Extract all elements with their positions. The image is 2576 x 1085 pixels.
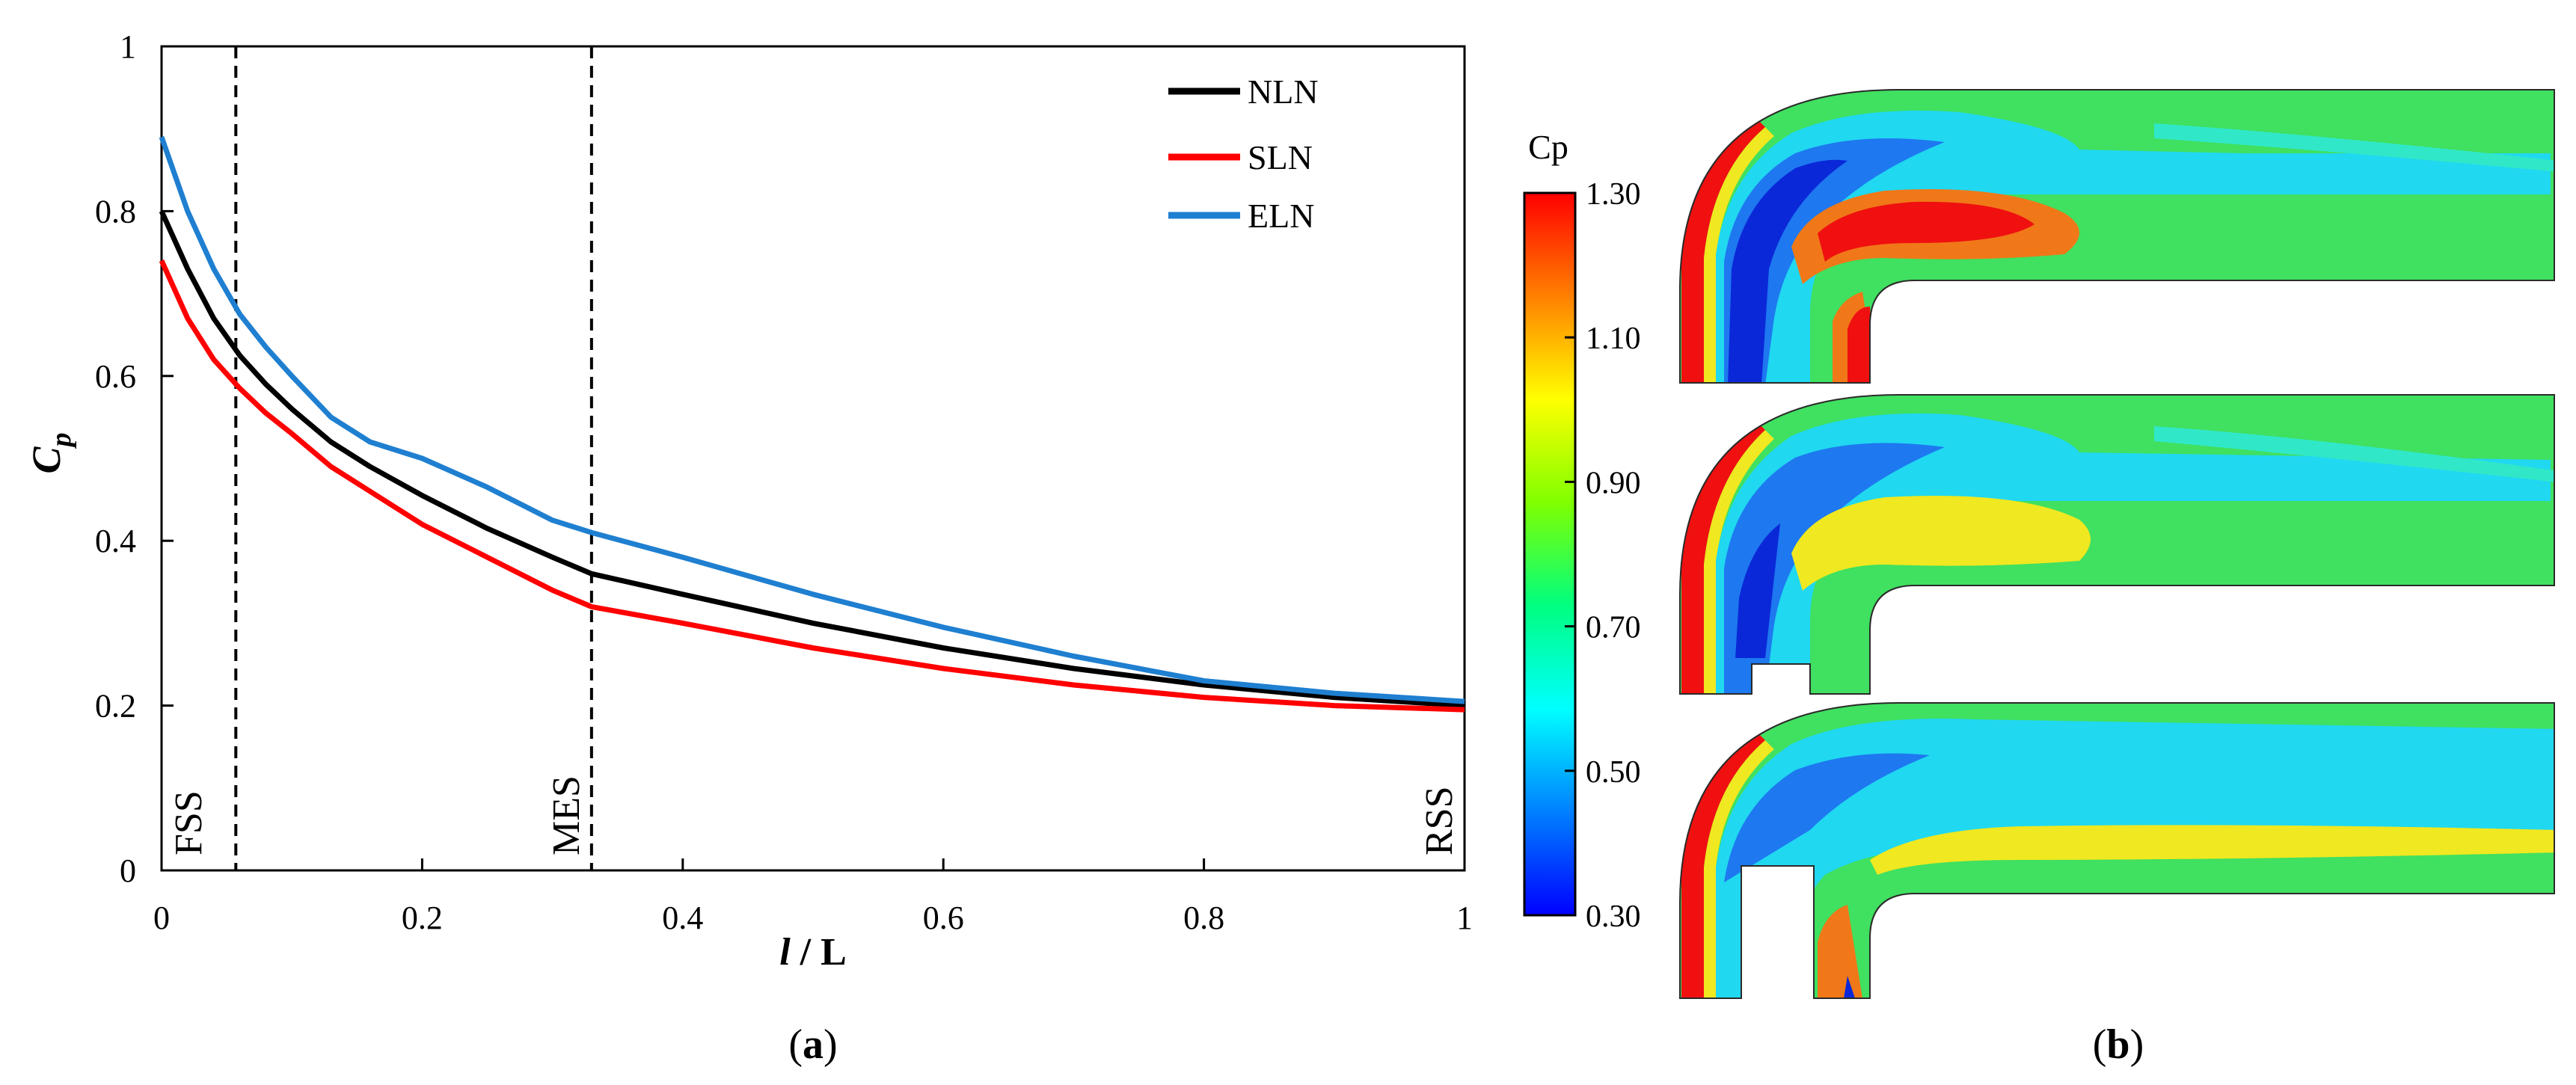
- y-axis: 0 0.2 0.4 0.6 0.8 1: [95, 28, 174, 889]
- contour-case-1: [1680, 90, 2554, 383]
- series-lines: [159, 136, 1465, 713]
- pipe-outline-1: [1679, 89, 2555, 384]
- plot-area: [160, 45, 1466, 872]
- contour-case-2: [1680, 395, 2554, 694]
- y-tick-label: 0.4: [95, 523, 136, 559]
- colorbar-tick-label: 0.30: [1586, 900, 1641, 934]
- section-annotations: FSS MES RSS: [168, 775, 1461, 855]
- contour-case-3: [1680, 703, 2554, 998]
- x-tick-label: 1: [1456, 900, 1473, 936]
- legend-label-sln: SLN: [1248, 138, 1313, 176]
- x-axis: 0 0.2 0.4 0.6 0.8 1: [153, 858, 1473, 936]
- legend-label-eln: ELN: [1248, 197, 1314, 235]
- y-tick-label: 0.6: [95, 358, 136, 395]
- x-tick-label: 0.4: [662, 900, 703, 936]
- x-tick-label: 0.2: [402, 900, 443, 936]
- y-tick-label: 0.8: [95, 193, 136, 230]
- panel-b: Cp 1.30 1.10 0.90 0.70 0.50 0.30: [1523, 89, 2555, 1068]
- y-axis-title: Cp: [24, 432, 77, 473]
- series-line-sln: [159, 259, 1465, 713]
- x-tick-label: 0.8: [1183, 900, 1224, 936]
- reference-lines: [234, 46, 593, 870]
- series-line-nln: [159, 209, 1465, 709]
- x-tick-label: 0: [153, 900, 170, 936]
- series-line-eln: [159, 136, 1465, 704]
- x-axis-title: l / L: [779, 931, 847, 974]
- annotation-fss: FSS: [168, 790, 210, 855]
- colorbar: [1523, 191, 1577, 917]
- colorbar-tick-label: 0.70: [1586, 611, 1641, 645]
- legend: NLN SLN ELN: [1168, 73, 1319, 235]
- caption-a: (a): [788, 1021, 837, 1068]
- panel-a: 0 0.2 0.4 0.6 0.8 1 00.20.40.60.81 FSS MES RSS …: [24, 28, 1473, 1068]
- pipe-outline-3: [1679, 702, 2555, 999]
- annotation-mes: MES: [545, 775, 588, 855]
- colorbar-tick-label: 0.90: [1586, 466, 1641, 500]
- y-tick-label: 0: [120, 852, 136, 889]
- x-tick-label: 0.6: [923, 900, 964, 936]
- y-tick-label: 0.2: [95, 688, 136, 725]
- caption-b: (b): [2093, 1021, 2144, 1068]
- annotation-rss: RSS: [1418, 786, 1461, 855]
- y-tick-label: 1: [120, 28, 136, 65]
- colorbar-tick-label: 1.10: [1586, 322, 1641, 356]
- legend-label-nln: NLN: [1248, 73, 1319, 111]
- colorbar-ticks: 1.30 1.10 0.90 0.70 0.50 0.30: [1565, 177, 1641, 934]
- pipe-outline-2: [1679, 394, 2555, 695]
- colorbar-title: Cp: [1528, 128, 1568, 166]
- colorbar-tick-label: 1.30: [1586, 177, 1641, 212]
- colorbar-tick-label: 0.50: [1586, 755, 1641, 790]
